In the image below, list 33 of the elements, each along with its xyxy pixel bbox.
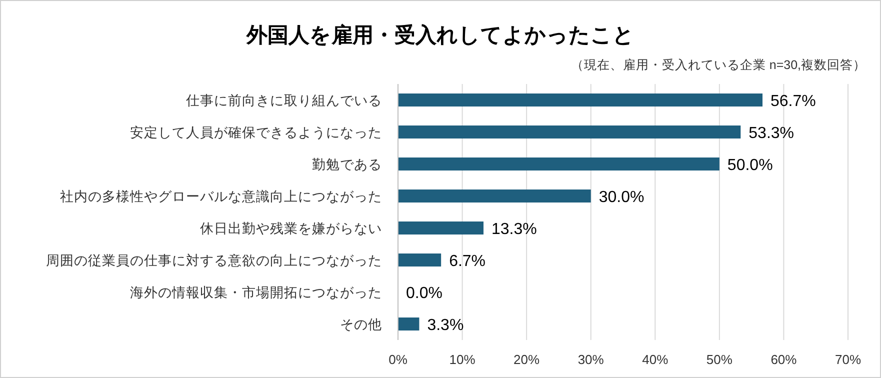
y-tick-label: 勤勉である <box>312 157 382 172</box>
bar <box>398 126 741 138</box>
y-tick-label: 周囲の従業員の仕事に対する意欲の向上につながった <box>46 253 382 268</box>
chart-title: 外国人を雇用・受入れしてよかったこと <box>246 23 634 47</box>
x-tick-label: 0% <box>388 352 408 367</box>
y-tick-label: その他 <box>340 317 382 332</box>
bar <box>398 254 442 266</box>
data-label: 6.7% <box>449 253 486 270</box>
x-tick-label: 10% <box>449 352 476 367</box>
bar <box>398 318 420 330</box>
x-tick-label: 40% <box>642 352 669 367</box>
y-tick-label: 仕事に前向きに取り組んでいる <box>185 93 382 108</box>
x-tick-label: 20% <box>514 352 540 367</box>
bar <box>398 222 484 234</box>
y-tick-label: 安定して人員が確保できるようになった <box>130 125 382 140</box>
bar <box>398 158 720 170</box>
data-label: 0.0% <box>406 285 442 302</box>
data-label: 30.0% <box>598 189 644 206</box>
x-tick-label: 30% <box>578 352 604 367</box>
x-tick-label: 60% <box>770 352 798 367</box>
y-tick-label: 海外の情報収集・市場開拓につながった <box>130 285 382 300</box>
y-tick-label: 休日出勤や残業を嫌がらない <box>200 221 382 236</box>
data-label: 3.3% <box>427 317 464 334</box>
y-tick-label: 社内の多様性やグローバルな意識向上につながった <box>60 189 382 204</box>
bar <box>398 190 591 202</box>
data-label: 13.3% <box>492 221 537 238</box>
chart-subtitle: （現在、雇用・受入れている企業 n=30,複数回答） <box>570 57 866 72</box>
x-tick-label: 70% <box>834 352 862 367</box>
bar <box>398 94 762 106</box>
data-label: 56.7% <box>770 93 816 110</box>
x-tick-label: 50% <box>706 352 733 367</box>
data-label: 53.3% <box>748 125 794 142</box>
data-label: 50.0% <box>727 157 773 174</box>
